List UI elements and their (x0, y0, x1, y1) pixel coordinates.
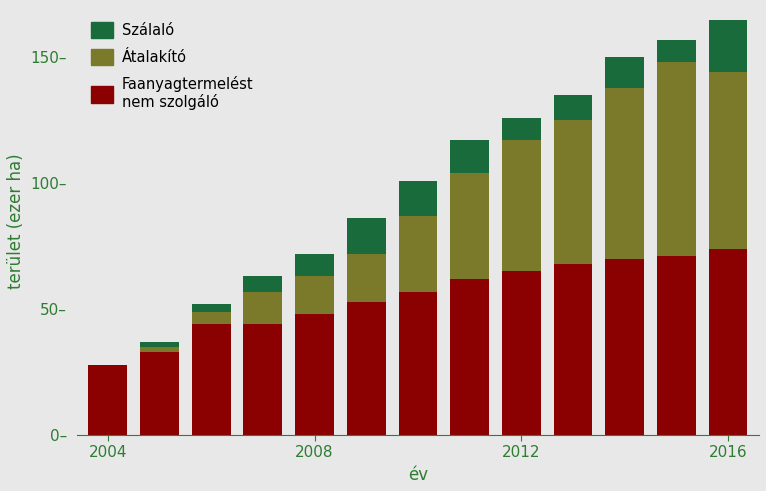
Bar (244, 276, 282, 292)
Bar (140, 347, 178, 352)
Bar (192, 304, 231, 312)
Bar (502, 272, 541, 435)
Bar (450, 140, 489, 173)
Bar (295, 276, 334, 314)
Bar (709, 249, 748, 435)
Bar (657, 40, 696, 62)
Bar (140, 342, 178, 347)
Bar (709, 20, 748, 73)
Y-axis label: terület (ezer ha): terület (ezer ha) (7, 153, 25, 289)
Bar (398, 292, 437, 435)
Bar (192, 324, 231, 435)
Bar (398, 216, 437, 292)
Bar (192, 312, 231, 324)
Bar (140, 352, 178, 435)
Bar (554, 120, 592, 264)
Bar (295, 254, 334, 276)
Bar (657, 256, 696, 435)
Bar (450, 173, 489, 279)
Bar (244, 292, 282, 324)
Bar (347, 218, 385, 254)
Bar (450, 279, 489, 435)
Bar (709, 73, 748, 249)
X-axis label: év: év (408, 466, 428, 484)
Bar (244, 324, 282, 435)
Bar (554, 95, 592, 120)
Bar (554, 264, 592, 435)
Bar (605, 259, 644, 435)
Bar (295, 314, 334, 435)
Bar (657, 62, 696, 256)
Bar (347, 254, 385, 301)
Bar (88, 364, 127, 435)
Legend: Szálaló, Átalakító, Faanyagtermelést
nem szolgáló: Szálaló, Átalakító, Faanyagtermelést nem… (84, 14, 261, 117)
Bar (502, 140, 541, 272)
Bar (605, 87, 644, 259)
Bar (605, 57, 644, 87)
Bar (347, 301, 385, 435)
Bar (502, 118, 541, 140)
Bar (398, 181, 437, 216)
